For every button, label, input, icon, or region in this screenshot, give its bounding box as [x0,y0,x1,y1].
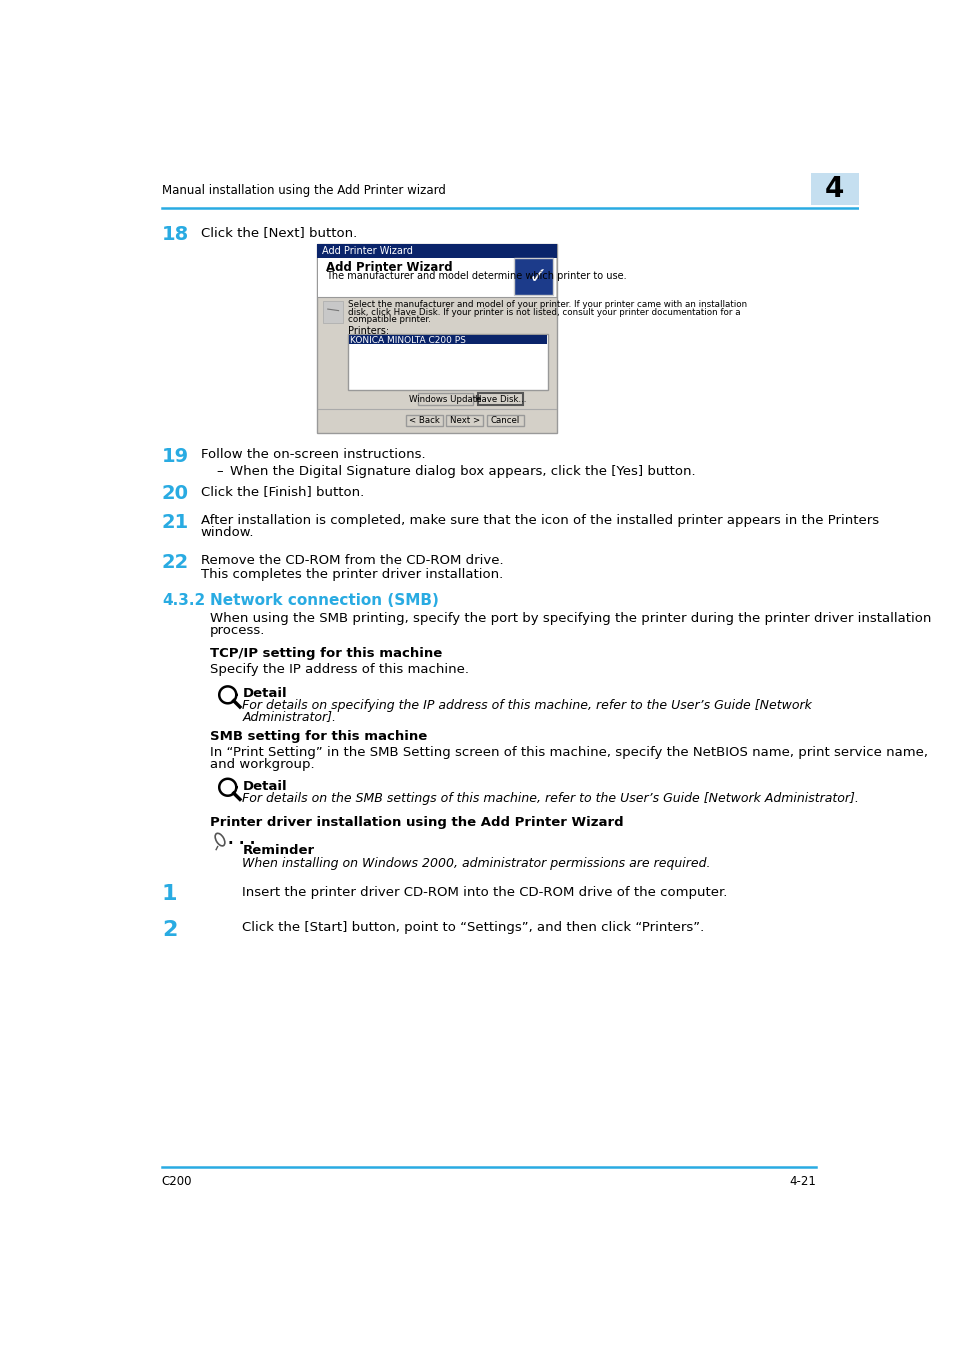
Text: When installing on Windows 2000, administrator permissions are required.: When installing on Windows 2000, adminis… [242,856,710,869]
Text: Manual installation using the Add Printer wizard: Manual installation using the Add Printe… [162,184,445,197]
Text: 21: 21 [162,513,189,532]
Text: –: – [216,466,222,478]
Text: SMB setting for this machine: SMB setting for this machine [210,730,427,744]
Text: Click the [Next] button.: Click the [Next] button. [200,225,356,239]
Text: Cancel: Cancel [490,417,519,425]
Text: Network connection (SMB): Network connection (SMB) [210,593,438,609]
Text: 22: 22 [162,554,189,572]
Text: Printers:: Printers: [348,325,389,336]
Text: Detail: Detail [242,779,287,792]
Text: C200: C200 [162,1174,193,1188]
Text: process.: process. [210,624,265,637]
Text: Click the [Finish] button.: Click the [Finish] button. [200,485,363,498]
Text: Printer driver installation using the Add Printer Wizard: Printer driver installation using the Ad… [210,817,623,829]
Text: Insert the printer driver CD-ROM into the CD-ROM drive of the computer.: Insert the printer driver CD-ROM into th… [242,886,727,899]
Text: window.: window. [200,526,253,539]
Text: Select the manufacturer and model of your printer. If your printer came with an : Select the manufacturer and model of you… [348,300,746,309]
Text: After installation is completed, make sure that the icon of the installed printe: After installation is completed, make su… [200,514,878,526]
Bar [486,414,523,427]
Text: This completes the printer driver installation.: This completes the printer driver instal… [200,568,502,580]
Bar [348,335,547,390]
Bar [417,393,473,405]
Bar [323,301,343,323]
Text: TCP/IP setting for this machine: TCP/IP setting for this machine [210,647,441,660]
Text: Click the [Start] button, point to “Settings”, and then click “Printers”.: Click the [Start] button, point to “Sett… [242,921,704,934]
Bar [810,173,858,205]
Bar [477,393,522,405]
Text: When the Digital Signature dialog box appears, click the [Yes] button.: When the Digital Signature dialog box ap… [230,466,695,478]
Bar [514,258,553,296]
Text: Administrator].: Administrator]. [242,710,336,724]
Text: For details on specifying the IP address of this machine, refer to the User’s Gu: For details on specifying the IP address… [242,699,812,713]
Text: When using the SMB printing, specify the port by specifying the printer during t: When using the SMB printing, specify the… [210,612,930,625]
Text: 2: 2 [162,919,177,940]
Bar [406,414,443,427]
Text: 4.3.2: 4.3.2 [162,593,205,609]
Text: Reminder: Reminder [242,844,314,857]
Text: Have Disk...: Have Disk... [475,396,526,404]
Text: Next >: Next > [450,417,479,425]
Text: 19: 19 [162,447,189,466]
Text: 20: 20 [162,483,189,502]
Bar [317,258,556,297]
Text: KONICA MINOLTA C200 PS: KONICA MINOLTA C200 PS [350,336,466,346]
Text: disk, click Have Disk. If your printer is not listed, consult your printer docum: disk, click Have Disk. If your printer i… [348,308,740,316]
Bar [348,335,546,344]
Text: 1: 1 [162,884,177,904]
Text: Follow the on-screen instructions.: Follow the on-screen instructions. [200,448,425,460]
Text: In “Print Setting” in the SMB Setting screen of this machine, specify the NetBIO: In “Print Setting” in the SMB Setting sc… [210,745,927,759]
Bar [316,244,557,433]
Text: Add Printer Wizard: Add Printer Wizard [321,246,412,256]
Text: and workgroup.: and workgroup. [210,757,314,771]
Text: Remove the CD-ROM from the CD-ROM drive.: Remove the CD-ROM from the CD-ROM drive. [200,554,503,567]
Text: compatible printer.: compatible printer. [348,316,431,324]
Text: Windows Update: Windows Update [409,396,481,404]
Text: < Back: < Back [409,417,439,425]
Text: Add Printer Wizard: Add Printer Wizard [326,262,453,274]
Text: ✓: ✓ [528,267,546,288]
Bar [446,414,483,427]
Text: For details on the SMB settings of this machine, refer to the User’s Guide [Netw: For details on the SMB settings of this … [242,792,859,805]
Text: 4-21: 4-21 [788,1174,815,1188]
Text: 4: 4 [824,176,843,202]
Text: Specify the IP address of this machine.: Specify the IP address of this machine. [210,663,469,675]
Bar [316,244,557,258]
Text: The manufacturer and model determine which printer to use.: The manufacturer and model determine whi… [326,271,626,281]
Text: . . .: . . . [228,832,254,846]
Text: 18: 18 [162,225,189,244]
Text: Detail: Detail [242,687,287,701]
